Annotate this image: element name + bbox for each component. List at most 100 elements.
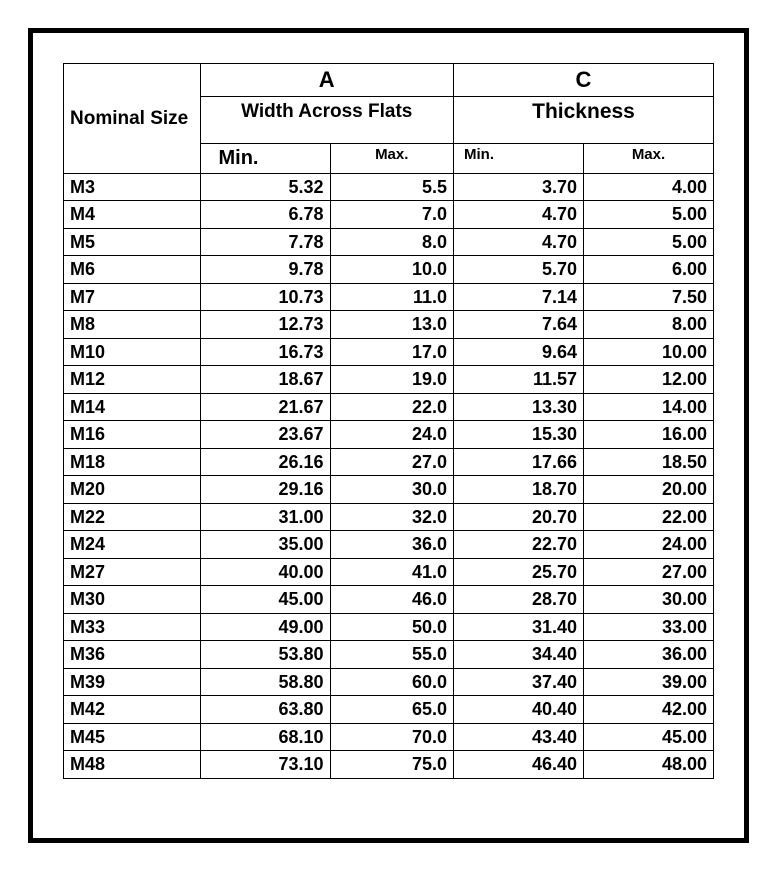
- cell-a-max: 11.0: [330, 283, 454, 311]
- cell-c-max: 14.00: [584, 393, 714, 421]
- cell-a-min: 12.73: [200, 311, 330, 339]
- cell-c-max: 18.50: [584, 448, 714, 476]
- cell-a-max: 32.0: [330, 503, 454, 531]
- cell-a-max: 46.0: [330, 586, 454, 614]
- cell-c-max: 5.00: [584, 228, 714, 256]
- cell-a-min: 35.00: [200, 531, 330, 559]
- cell-c-max: 30.00: [584, 586, 714, 614]
- cell-a-max: 10.0: [330, 256, 454, 284]
- table-body: M35.325.53.704.00M46.787.04.705.00M57.78…: [64, 173, 714, 778]
- cell-a-min: 73.10: [200, 751, 330, 779]
- cell-a-min: 18.67: [200, 366, 330, 394]
- cell-size: M45: [64, 723, 201, 751]
- cell-c-max: 12.00: [584, 366, 714, 394]
- cell-a-min: 53.80: [200, 641, 330, 669]
- cell-a-max: 65.0: [330, 696, 454, 724]
- cell-a-max: 19.0: [330, 366, 454, 394]
- cell-a-min: 49.00: [200, 613, 330, 641]
- cell-a-min: 21.67: [200, 393, 330, 421]
- cell-c-max: 27.00: [584, 558, 714, 586]
- cell-c-min: 4.70: [454, 228, 584, 256]
- header-row-1: Nominal Size A C: [64, 64, 714, 97]
- cell-size: M30: [64, 586, 201, 614]
- table-row: M812.7313.07.648.00: [64, 311, 714, 339]
- table-row: M1623.6724.015.3016.00: [64, 421, 714, 449]
- cell-c-min: 4.70: [454, 201, 584, 229]
- cell-size: M8: [64, 311, 201, 339]
- header-a-max: Max.: [330, 143, 454, 173]
- cell-a-min: 16.73: [200, 338, 330, 366]
- cell-c-min: 18.70: [454, 476, 584, 504]
- cell-a-max: 24.0: [330, 421, 454, 449]
- cell-a-max: 7.0: [330, 201, 454, 229]
- table-row: M4873.1075.046.4048.00: [64, 751, 714, 779]
- cell-size: M39: [64, 668, 201, 696]
- cell-c-max: 24.00: [584, 531, 714, 559]
- cell-size: M33: [64, 613, 201, 641]
- table-row: M3958.8060.037.4039.00: [64, 668, 714, 696]
- cell-c-min: 46.40: [454, 751, 584, 779]
- cell-a-max: 17.0: [330, 338, 454, 366]
- table-row: M4568.1070.043.4045.00: [64, 723, 714, 751]
- cell-c-max: 42.00: [584, 696, 714, 724]
- cell-a-min: 6.78: [200, 201, 330, 229]
- cell-c-max: 5.00: [584, 201, 714, 229]
- cell-size: M7: [64, 283, 201, 311]
- cell-a-max: 36.0: [330, 531, 454, 559]
- cell-size: M14: [64, 393, 201, 421]
- cell-c-min: 28.70: [454, 586, 584, 614]
- cell-a-min: 58.80: [200, 668, 330, 696]
- cell-a-max: 55.0: [330, 641, 454, 669]
- cell-size: M36: [64, 641, 201, 669]
- table-row: M2029.1630.018.7020.00: [64, 476, 714, 504]
- table-row: M710.7311.07.147.50: [64, 283, 714, 311]
- cell-c-min: 40.40: [454, 696, 584, 724]
- cell-size: M20: [64, 476, 201, 504]
- header-groupC-letter: C: [454, 64, 714, 97]
- header-nominal: Nominal Size: [64, 64, 201, 174]
- cell-a-max: 22.0: [330, 393, 454, 421]
- cell-a-min: 10.73: [200, 283, 330, 311]
- cell-c-max: 48.00: [584, 751, 714, 779]
- cell-a-max: 75.0: [330, 751, 454, 779]
- cell-a-min: 9.78: [200, 256, 330, 284]
- cell-c-min: 37.40: [454, 668, 584, 696]
- cell-c-min: 17.66: [454, 448, 584, 476]
- cell-a-max: 27.0: [330, 448, 454, 476]
- cell-c-max: 7.50: [584, 283, 714, 311]
- table-row: M2435.0036.022.7024.00: [64, 531, 714, 559]
- table-row: M2740.0041.025.7027.00: [64, 558, 714, 586]
- cell-c-max: 4.00: [584, 173, 714, 201]
- cell-c-max: 16.00: [584, 421, 714, 449]
- cell-a-max: 60.0: [330, 668, 454, 696]
- header-c-max: Max.: [584, 143, 714, 173]
- cell-a-min: 45.00: [200, 586, 330, 614]
- header-groupA-label: Width Across Flats: [200, 96, 454, 143]
- header-groupA-letter: A: [200, 64, 454, 97]
- cell-c-max: 39.00: [584, 668, 714, 696]
- cell-c-min: 11.57: [454, 366, 584, 394]
- cell-a-max: 70.0: [330, 723, 454, 751]
- cell-a-min: 31.00: [200, 503, 330, 531]
- cell-c-min: 22.70: [454, 531, 584, 559]
- table-row: M1826.1627.017.6618.50: [64, 448, 714, 476]
- cell-size: M42: [64, 696, 201, 724]
- table-row: M3653.8055.034.4036.00: [64, 641, 714, 669]
- cell-c-min: 20.70: [454, 503, 584, 531]
- cell-a-min: 68.10: [200, 723, 330, 751]
- table-row: M57.788.04.705.00: [64, 228, 714, 256]
- cell-c-max: 10.00: [584, 338, 714, 366]
- cell-size: M16: [64, 421, 201, 449]
- cell-c-min: 7.64: [454, 311, 584, 339]
- cell-size: M48: [64, 751, 201, 779]
- cell-size: M18: [64, 448, 201, 476]
- header-a-min: Min.: [200, 143, 330, 173]
- cell-a-min: 63.80: [200, 696, 330, 724]
- cell-a-min: 26.16: [200, 448, 330, 476]
- table-row: M3349.0050.031.4033.00: [64, 613, 714, 641]
- cell-size: M24: [64, 531, 201, 559]
- spec-table: Nominal Size A C Width Across Flats Thic…: [63, 63, 714, 779]
- cell-c-min: 31.40: [454, 613, 584, 641]
- cell-c-min: 7.14: [454, 283, 584, 311]
- cell-a-max: 8.0: [330, 228, 454, 256]
